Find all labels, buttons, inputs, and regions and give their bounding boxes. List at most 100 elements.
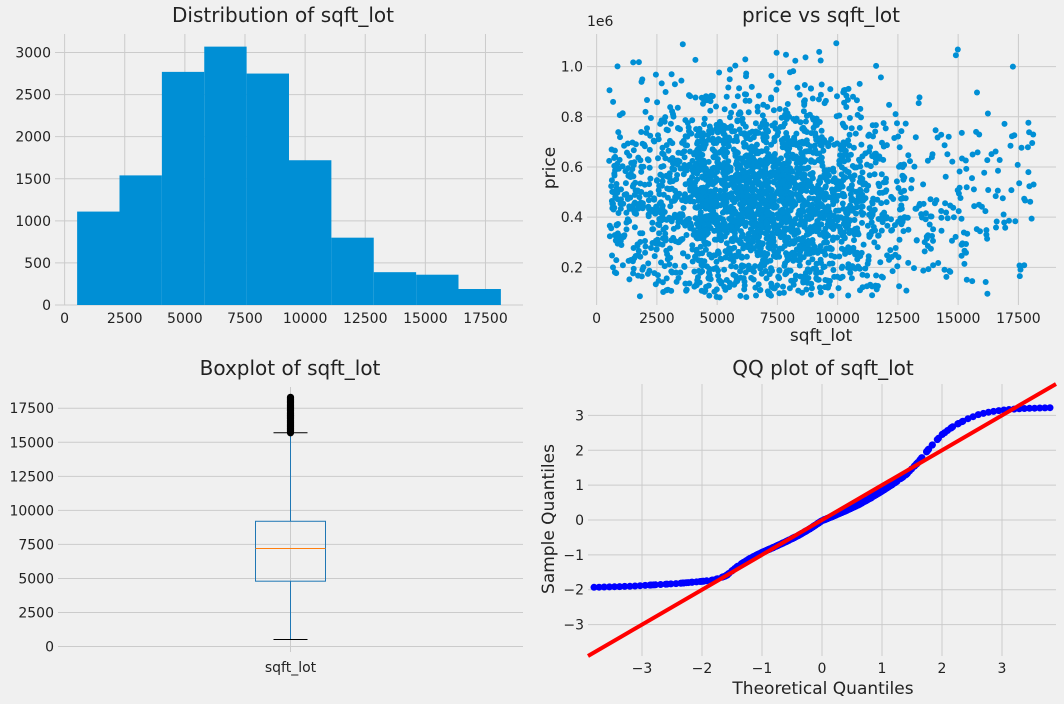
scatter-point [818, 134, 825, 141]
scatter-y-tick-label: 0.4 [561, 210, 583, 226]
scatter-point [652, 281, 659, 288]
scatter-point [958, 129, 965, 136]
scatter-point [762, 202, 769, 208]
scatter-point [813, 270, 820, 277]
scatter-point [867, 163, 874, 170]
scatter-point [691, 268, 698, 275]
scatter-point [869, 200, 876, 207]
scatter-point [752, 234, 759, 241]
scatter-point [826, 278, 833, 284]
scatter-point [651, 270, 658, 277]
scatter-point [796, 91, 803, 98]
scatter-point [938, 131, 945, 138]
qq-point [1026, 404, 1033, 412]
scatter-point [732, 263, 739, 270]
scatter-point [793, 140, 800, 147]
scatter-point [672, 262, 679, 269]
scatter-point [858, 198, 864, 204]
boxplot-y-tick-label: 15000 [9, 435, 54, 451]
scatter-point [794, 182, 801, 189]
scatter-point [943, 209, 950, 216]
scatter-point [657, 199, 664, 206]
scatter-point [700, 189, 707, 196]
scatter-point [907, 158, 913, 165]
scatter-point [773, 203, 780, 210]
scatter-point [737, 292, 744, 299]
scatter-point [840, 205, 847, 212]
scatter-point [612, 237, 619, 244]
scatter-point [814, 218, 821, 224]
scatter-point [930, 226, 937, 233]
scatter-point [859, 219, 865, 226]
scatter-point [850, 93, 856, 100]
scatter-point [659, 150, 666, 157]
scatter-point [760, 101, 767, 108]
scatter-point [821, 263, 828, 270]
scatter-point [945, 133, 952, 140]
scatter-point [888, 193, 895, 200]
scatter-point [875, 232, 882, 239]
scatter-point [837, 229, 844, 236]
scatter-point [1016, 273, 1023, 280]
scatter-point [706, 265, 713, 272]
scatter-point [653, 246, 660, 253]
scatter-point [880, 120, 887, 127]
scatter-point [947, 202, 954, 209]
scatter-point [765, 184, 772, 191]
scatter-point [792, 216, 799, 222]
scatter-point [884, 222, 891, 229]
scatter-point [671, 211, 678, 218]
scatter-point [756, 287, 763, 294]
scatter-point [620, 200, 627, 207]
histogram-x-tick-label: 7500 [227, 311, 263, 327]
scatter-point [729, 128, 736, 135]
scatter-point [743, 91, 750, 98]
scatter-point [801, 100, 808, 107]
scatter-point [727, 66, 733, 73]
scatter-point [996, 157, 1003, 163]
scatter-point [900, 176, 907, 183]
scatter-point [689, 242, 696, 249]
scatter-point [647, 175, 654, 182]
scatter-point [731, 102, 738, 109]
qq-point [890, 479, 898, 487]
scatter-point [817, 289, 824, 296]
scatter-point [857, 186, 864, 193]
scatter-point [842, 147, 849, 154]
scatter-point [705, 221, 712, 228]
scatter-point [653, 237, 659, 244]
scatter-point [741, 143, 748, 150]
scatter-point [826, 245, 833, 252]
scatter-point [833, 40, 840, 47]
scatter-point [742, 153, 749, 160]
scatter-point [734, 189, 741, 196]
scatter-point [897, 215, 904, 222]
scatter-point [759, 112, 766, 119]
scatter-point [846, 265, 853, 271]
scatter-point [814, 249, 821, 256]
scatter-point [952, 52, 959, 59]
scatter-point [839, 200, 846, 207]
qq-point [948, 423, 956, 431]
histogram-y-tick-label: 1000 [15, 214, 51, 230]
scatter-point [719, 195, 726, 202]
scatter-point [669, 155, 676, 161]
scatter-point [820, 233, 827, 239]
scatter-point [635, 59, 642, 66]
scatter-point [763, 275, 770, 282]
scatter-point [976, 131, 983, 138]
scatter-point [841, 140, 848, 147]
qq-point [1046, 404, 1054, 412]
scatter-point [612, 153, 619, 160]
scatter-point [831, 187, 838, 194]
scatter-point [654, 99, 661, 106]
qq-point [647, 581, 655, 589]
boxplot-y-tick-label: 10000 [9, 503, 54, 519]
scatter-y-scale-label: 1e6 [587, 14, 614, 30]
scatter-point [681, 148, 688, 155]
scatter-point [763, 139, 770, 146]
scatter-point [742, 269, 749, 276]
qq-point [657, 581, 665, 588]
scatter-point [682, 280, 689, 287]
scatter-y-tick-label: 0.8 [561, 110, 583, 126]
